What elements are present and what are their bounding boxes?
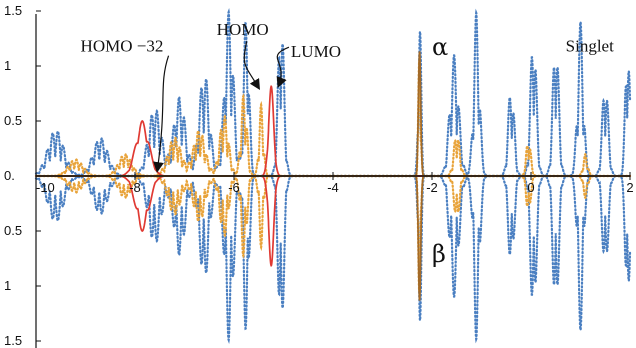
- x-tick-label: -2: [426, 180, 438, 195]
- x-tick-label: -4: [327, 180, 339, 195]
- annotation-label-4: β: [432, 240, 446, 268]
- y-tick-label: 0.5: [4, 223, 22, 238]
- x-tick-label: -8: [129, 180, 141, 195]
- annotation-arrow-0: [153, 55, 170, 173]
- x-tick-label: 0: [527, 180, 534, 195]
- y-tick-label: 1: [4, 58, 11, 73]
- annotation-label-0: HOMO −32: [81, 37, 164, 56]
- x-tick-label: -10: [36, 180, 55, 195]
- x-tick-label: -6: [228, 180, 240, 195]
- annotation-label-3: α: [432, 33, 448, 61]
- x-tick-label: 2: [626, 180, 633, 195]
- annotation-arrow-1: [243, 41, 260, 91]
- series-0-beta-curve: [34, 174, 632, 345]
- annotation-label-5: Singlet: [566, 37, 614, 56]
- annotation-label-1: HOMO: [217, 20, 269, 39]
- y-tick-label: 1.5: [4, 333, 22, 348]
- annotation-label-2: LUMO: [291, 42, 341, 61]
- y-tick-label: 1: [4, 278, 11, 293]
- y-tick-label: 0.5: [4, 113, 22, 128]
- series-1-alpha-curve: [34, 60, 632, 178]
- y-tick-label: 0.: [4, 168, 15, 183]
- axes-layer: -10 -8 -6 -4 -2 0 2 1.5 1 0.5 0. 0.5 1 1.5: [4, 3, 634, 348]
- annotation-arrow-2: [276, 46, 290, 89]
- annotation-layer: HOMO −32 HOMO LUMO α β Singlet: [81, 20, 615, 268]
- y-tick-label: 1.5: [4, 3, 22, 18]
